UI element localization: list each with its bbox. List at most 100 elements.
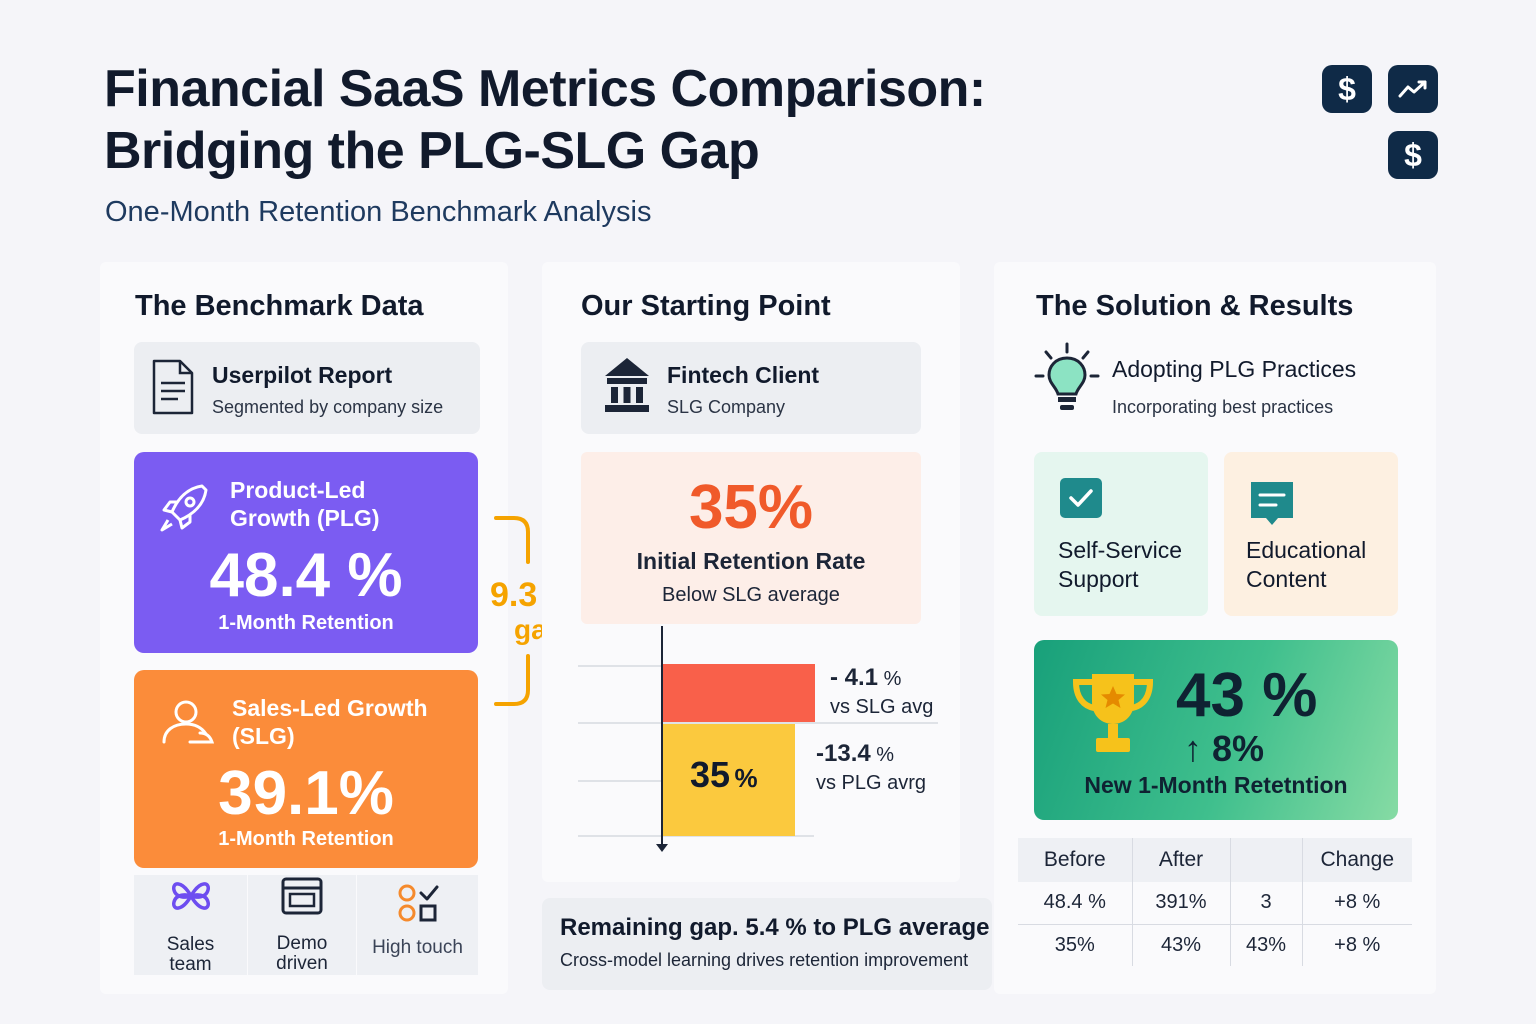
trait-sales-team: Sales team [134, 875, 247, 975]
trait-demo-driven: Demo driven [248, 875, 356, 975]
remaining-gap-subtitle: Cross-model learning drives retention im… [560, 950, 969, 970]
remaining-gap-card: Remaining gap. 5.4 % to PLG average Cros… [542, 898, 992, 990]
axis-arrow-icon [656, 844, 668, 852]
remaining-gap-title: Remaining gap. 5.4 % to PLG average [560, 914, 990, 941]
client-card: Fintech Client SLG Company [581, 342, 921, 434]
comparison-table-wrap: Before After Change 48.4 % 391% 3 +8 % 3… [1018, 838, 1412, 966]
bar-value: 35 [690, 754, 731, 795]
slg-card: Sales-Led Growth (SLG) 39.1% 1-Month Ret… [134, 670, 478, 868]
adopt-title: Adopting PLG Practices [1112, 356, 1357, 382]
trend-line-icon [1388, 65, 1438, 113]
gap-bracket [494, 516, 534, 713]
source-subtitle: Segmented by company size [212, 397, 444, 417]
table-row: 35% 43% 43% +8 % [1018, 924, 1412, 966]
plg-title: Product-Led Growth (PLG) [230, 477, 380, 531]
trait-sales-line1: Sales [166, 933, 215, 955]
result-value: 43 % [1176, 661, 1318, 730]
solution-title: The Solution & Results [1036, 290, 1354, 322]
result-label: New 1-Month Retetntion [1084, 772, 1348, 798]
table-cell: 43% [1131, 924, 1230, 966]
benchmark-title: The Benchmark Data [135, 290, 424, 322]
self-service-line1: Self-Service [1058, 537, 1182, 563]
table-cell: 3 [1229, 882, 1302, 925]
document-icon [150, 358, 196, 421]
trait-high-touch-label: High touch [372, 937, 463, 958]
self-service-line2: Support [1058, 566, 1139, 592]
table-header-row: Before After Change [1018, 838, 1412, 882]
delta-slg: - 4.1 % vs SLG avg [830, 664, 933, 719]
page-subtitle: One-Month Retention Benchmark Analysis [105, 196, 652, 228]
col-header-change: Change [1301, 838, 1412, 882]
client-title: Fintech Client [667, 362, 820, 388]
bar-unit: % [734, 763, 758, 793]
slg-label: 1-Month Retention [218, 828, 394, 850]
trait-high-touch: High touch [357, 875, 478, 975]
educational-content-card: Educational Content [1224, 452, 1398, 616]
col-header-before: Before [1018, 838, 1132, 882]
delta-plg-unit: % [876, 744, 895, 766]
table-row: 48.4 % 391% 3 +8 % [1018, 882, 1412, 925]
shapes-icon [397, 883, 439, 928]
comparison-table: Before After Change 48.4 % 391% 3 +8 % 3… [1018, 838, 1412, 966]
title-line-1: Financial SaaS Metrics Comparison: [104, 60, 986, 118]
educational-content-label: Educational Content [1246, 536, 1366, 594]
initial-rate-value: 35% [688, 473, 814, 542]
person-icon [160, 698, 216, 751]
trophy-icon [1068, 668, 1158, 763]
delta-slg-label: vs SLG avg [830, 696, 934, 718]
delta-slg-unit: % [883, 668, 902, 690]
svg-text:$: $ [1404, 138, 1422, 172]
col-header-blank [1229, 838, 1302, 882]
gap-value: 9.3 [490, 576, 538, 614]
dollar-icon: $ [1388, 131, 1438, 179]
browser-window-icon [281, 877, 323, 920]
initial-rate-label: Initial Retention Rate [636, 548, 866, 574]
dollar-icon: $ [1322, 65, 1372, 113]
page-title: Financial SaaS Metrics Comparison: Bridg… [104, 58, 1054, 182]
result-change: ↑ 8% [1184, 728, 1265, 769]
delta-plg-value: -13.4 [816, 740, 871, 767]
title-line-2: Bridging the PLG-SLG Gap [104, 122, 760, 180]
table-cell: 43% [1229, 924, 1302, 966]
initial-rate-subtitle: Below SLG average [662, 584, 840, 606]
delta-slg-value: - 4.1 [830, 664, 879, 691]
trait-demo-line1: Demo [276, 932, 328, 954]
result-card: 43 % ↑ 8% New 1-Month Retetntion [1034, 640, 1398, 820]
adopt-subtitle: Incorporating best practices [1112, 397, 1334, 417]
trait-demo-line2: driven [276, 952, 328, 974]
lightbulb-icon [1034, 342, 1100, 421]
slg-gap-bar [663, 664, 815, 722]
table-cell: 35% [1054, 933, 1095, 956]
plg-label: 1-Month Retention [218, 612, 394, 634]
educational-line2: Content [1246, 566, 1327, 592]
chat-content-icon [1248, 478, 1296, 533]
client-subtitle: SLG Company [667, 397, 786, 417]
trait-sales-line2: team [169, 953, 212, 975]
slg-title: Sales-Led Growth (SLG) [232, 695, 428, 749]
plg-value: 48.4 % [209, 541, 403, 610]
rocket-icon [158, 480, 210, 539]
starting-title: Our Starting Point [581, 290, 831, 322]
source-title: Userpilot Report [212, 362, 393, 388]
educational-line1: Educational [1246, 537, 1367, 563]
table-cell: +8 % [1301, 924, 1412, 966]
source-card: Userpilot Report Segmented by company si… [134, 342, 480, 434]
checkmark-icon [1058, 476, 1104, 525]
delta-plg: -13.4 % vs PLG avrg [816, 740, 926, 795]
col-header-after: After [1131, 838, 1230, 882]
bank-icon [603, 356, 651, 421]
delta-plg-label: vs PLG avrg [816, 772, 927, 794]
client-bar [663, 724, 795, 836]
team-icon [170, 876, 212, 921]
table-cell: +8 % [1301, 882, 1412, 925]
table-cell: 391% [1131, 882, 1230, 925]
plg-card: Product-Led Growth (PLG) 48.4 % 1-Month … [134, 452, 478, 653]
self-service-card: Self-Service Support [1034, 452, 1208, 616]
table-cell: 48.4 % [1018, 882, 1132, 925]
retention-gap-chart [578, 626, 938, 861]
svg-text:$: $ [1338, 72, 1356, 106]
slg-value: 39.1% [218, 759, 394, 828]
client-bar-label: 35 % [690, 754, 758, 796]
initial-rate-card: 35% Initial Retention Rate Below SLG ave… [581, 452, 921, 624]
self-service-label: Self-Service Support [1058, 536, 1182, 594]
